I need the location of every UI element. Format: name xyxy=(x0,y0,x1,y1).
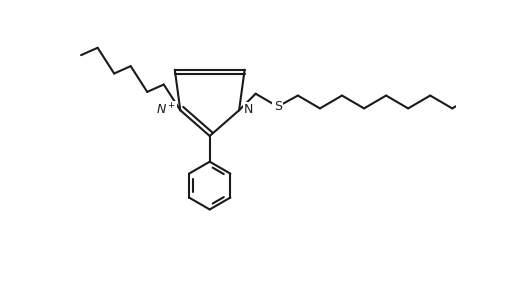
Text: $N^+$: $N^+$ xyxy=(156,102,176,117)
Text: S: S xyxy=(274,100,282,113)
Text: N: N xyxy=(244,103,253,116)
